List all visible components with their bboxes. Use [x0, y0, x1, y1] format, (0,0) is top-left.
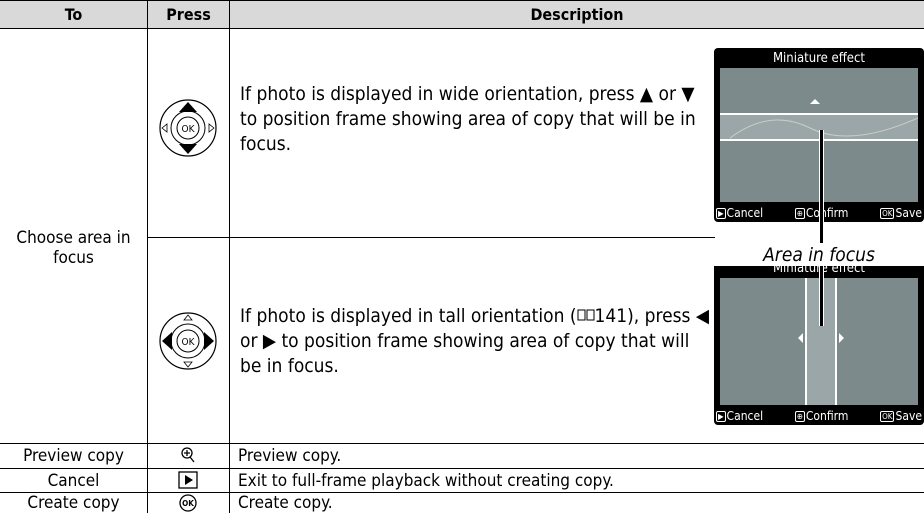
screen-footer: ▶ Cancel ⊕ Confirm OK Save — [716, 409, 922, 423]
zoom-icon — [181, 447, 195, 463]
ok-label: OK — [182, 337, 196, 348]
description: If photo is displayed in tall orientatio… — [240, 304, 710, 379]
text: Save — [895, 409, 922, 423]
ok-label: OK — [182, 499, 194, 508]
description: Preview copy. — [238, 446, 342, 466]
text: OK — [880, 208, 895, 219]
text: Cancel — [726, 409, 764, 423]
text: If photo is displayed in tall orientatio… — [240, 305, 577, 327]
description: Create copy. — [238, 493, 333, 513]
to-cell: Choose area in focus — [16, 228, 131, 268]
header-cell: Description — [230, 0, 924, 28]
text: 141), press ◀ or ▶ to position frame sho… — [240, 305, 710, 377]
text: OK — [880, 411, 895, 422]
header-cell: Press — [148, 0, 229, 28]
to-cell: Create copy — [27, 493, 120, 513]
to-cell: Preview copy — [23, 446, 124, 466]
text: Cancel — [726, 206, 764, 220]
text: Confirm — [805, 206, 849, 220]
book-icon — [577, 309, 594, 321]
ok-icon: OK — [179, 494, 197, 512]
description: Exit to full-frame playback without crea… — [238, 470, 614, 491]
text: Confirm — [805, 409, 849, 423]
callout: Area in focus — [714, 244, 924, 266]
header-cell: To — [0, 0, 147, 28]
screen-footer: ▶ Cancel ⊕ Confirm OK Save — [716, 206, 922, 220]
ok-label: OK — [182, 124, 196, 135]
description: If photo is displayed in wide orientatio… — [240, 83, 696, 155]
text: Save — [895, 206, 922, 220]
playback-icon — [178, 471, 198, 489]
screen-title: Miniature effect — [772, 51, 866, 66]
multi-selector-left-right: OK — [159, 312, 217, 370]
multi-selector-up-down: OK — [159, 99, 217, 157]
to-cell: Cancel — [47, 470, 100, 491]
